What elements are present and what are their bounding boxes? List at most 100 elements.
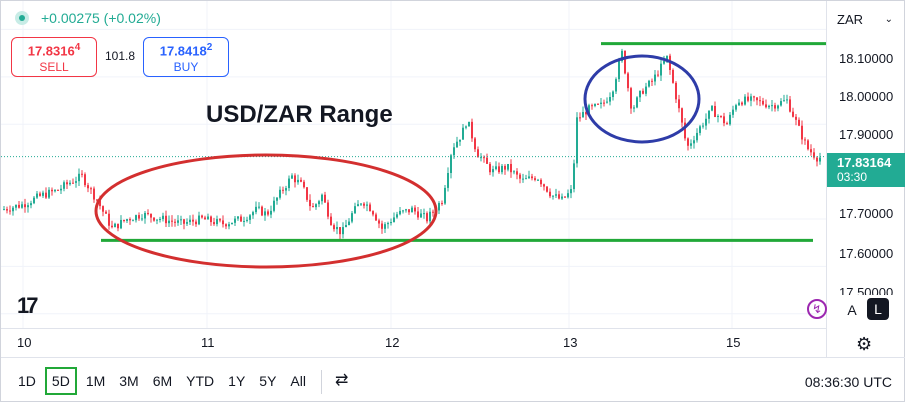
candle-body [201,215,203,218]
candle-body [78,173,80,182]
candle-body [342,227,344,235]
gear-icon[interactable]: ⚙ [856,334,873,354]
range-selector: 1D 5D 1M 3M 6M YTD 1Y 5Y All [13,367,311,395]
candle-body [579,117,581,119]
candle-body [465,126,467,128]
candle-body [510,163,512,173]
candle-body [504,165,506,170]
range-ytd[interactable]: YTD [186,373,215,389]
candle-body [516,171,518,175]
candle-body [489,163,491,173]
candle-body [807,140,809,150]
candle-body [810,149,812,153]
range-5d[interactable]: 5D [44,367,77,395]
price-chart[interactable] [1,1,826,328]
candle-body [366,204,368,206]
candle-body [117,223,119,229]
y-tick: 17.70000 [839,206,894,221]
candle-body [348,221,350,226]
candle-body [726,123,728,125]
candle-body [573,163,575,190]
candle-body [591,105,593,107]
utc-clock[interactable]: 08:36:30 UTC [804,374,892,390]
market-open-dot-icon [15,11,29,25]
range-6m[interactable]: 6M [152,373,173,389]
y-tick: 18.10000 [839,51,894,66]
bolt-icon[interactable]: ↯ [807,299,827,319]
candle-body [438,203,440,211]
currency-selector[interactable]: ZAR ⌄ [831,7,899,31]
candle-body [90,188,92,190]
buy-button[interactable]: 17.84182 BUY [143,37,229,77]
range-all[interactable]: All [290,373,306,389]
candle-body [396,214,398,218]
candle-body [819,157,821,162]
candle-body [213,222,215,225]
candle-body [585,112,587,115]
candle-body [723,116,725,124]
candle-body [312,206,314,208]
candle-body [801,125,803,140]
candle-body [729,114,731,125]
candle-body [747,96,749,101]
range-3m[interactable]: 3M [119,373,139,389]
candle-body [111,225,113,228]
candle-body [57,189,59,191]
range-1d[interactable]: 1D [18,373,36,389]
candle-body [501,165,503,173]
candle-body [234,218,236,223]
candle-body [93,188,95,200]
auto-scale-button[interactable]: A [847,302,857,318]
candle-body [99,200,101,207]
candle-body [624,50,626,74]
candle-body [216,219,218,225]
candle-body [702,125,704,127]
spread-value: 101.8 [105,49,136,63]
candle-body [105,211,107,214]
sell-button[interactable]: 17.83164 SELL [11,37,97,77]
last-price-tag: 17.83164 03:30 [827,153,905,187]
date-range-icon[interactable]: ⇄ [335,372,349,389]
candle-body [744,96,746,105]
candle-body [249,215,251,220]
candle-body [51,189,53,192]
price-axis[interactable] [826,1,905,357]
tradingview-logo: 17 [17,293,39,318]
range-1m[interactable]: 1M [85,373,106,389]
range-5y[interactable]: 5Y [259,373,277,389]
candle-body [210,216,212,223]
candle-body [9,210,11,212]
candle-body [390,222,392,224]
buy-price: 17.84182 [159,42,213,59]
candle-body [564,196,566,198]
candle-body [195,221,197,225]
candle-body [792,111,794,117]
candle-body [135,215,137,221]
candle-body [33,197,35,204]
currency-value: ZAR [837,11,863,27]
candle-body [285,188,287,191]
candle-body [141,218,143,220]
candle-body [387,223,389,225]
candle-body [423,213,425,215]
candle-body [798,119,800,126]
candle-body [759,100,761,102]
time-axis[interactable] [1,328,826,356]
log-scale-button[interactable]: L [867,298,889,320]
candle-body [168,220,170,224]
candle-body [3,209,5,211]
range-1y[interactable]: 1Y [228,373,246,389]
candle-body [522,178,524,180]
candle-body [552,195,554,197]
candle-body [771,105,773,107]
candle-body [339,227,341,235]
candle-body [189,219,191,223]
candle-body [648,80,650,87]
candle-body [804,139,806,141]
candle-body [228,224,230,227]
y-tick: 17.90000 [839,127,894,142]
candle-body [459,139,461,142]
candle-body [246,219,248,221]
candle-body [654,74,656,82]
